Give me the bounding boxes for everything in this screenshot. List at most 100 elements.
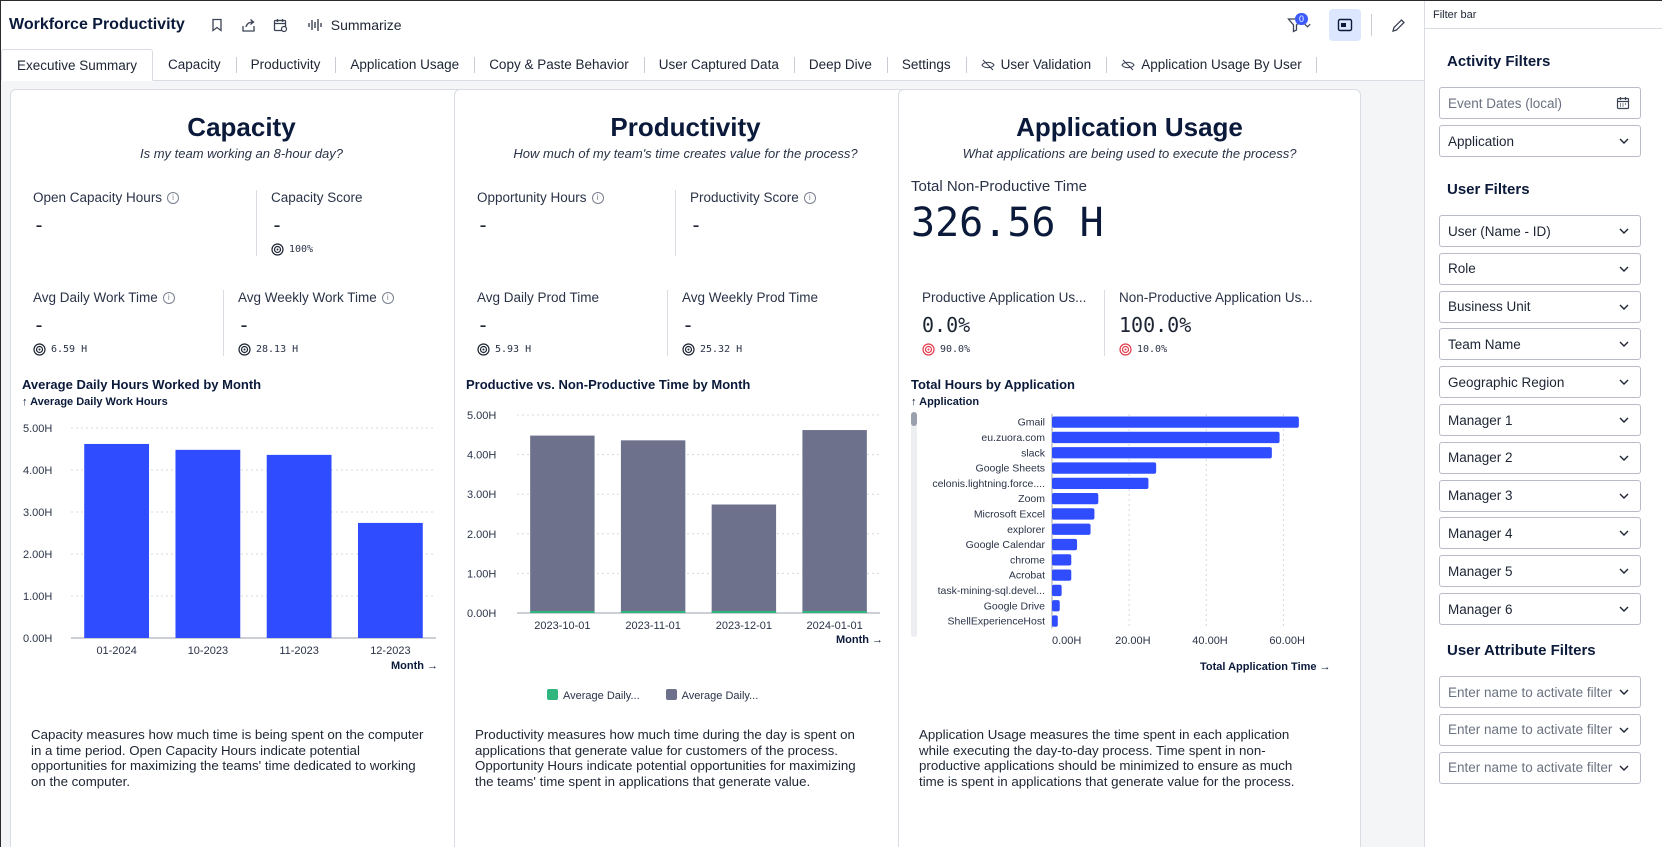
chart-bar[interactable] <box>357 522 423 638</box>
chart-bar[interactable] <box>530 435 595 613</box>
chart-bar-productive[interactable] <box>620 611 686 613</box>
chart-bar[interactable] <box>1052 569 1072 581</box>
chart-bar[interactable] <box>802 430 867 613</box>
chart-bar-productive[interactable] <box>711 611 777 613</box>
chart-bar[interactable] <box>1052 508 1095 520</box>
chart-bar[interactable] <box>1052 447 1272 459</box>
user-filter-select[interactable]: Geographic Region <box>1439 366 1641 399</box>
metric-label: Productivity Score <box>690 190 799 205</box>
user-filter-select[interactable]: Manager 2 <box>1439 441 1641 474</box>
chart-bar[interactable] <box>1052 615 1058 627</box>
chart-bar[interactable] <box>1052 523 1091 535</box>
chart-bar-productive[interactable] <box>530 611 595 613</box>
user-filter-select[interactable]: Manager 3 <box>1439 479 1641 512</box>
user-filter-select[interactable]: Business Unit <box>1439 290 1641 323</box>
tab-label: Settings <box>901 57 951 72</box>
y-axis-caption[interactable]: ↑ Application <box>911 396 980 408</box>
chart-scrollbar[interactable] <box>911 412 917 637</box>
chart-bar[interactable] <box>266 454 332 638</box>
select-value: Geographic Region <box>1448 374 1565 390</box>
target-icon <box>1119 343 1132 356</box>
chart-bar[interactable] <box>175 449 241 638</box>
tab-user-validation[interactable]: User Validation <box>965 49 1107 80</box>
user-filter-select[interactable]: Manager 5 <box>1439 555 1641 588</box>
application-select[interactable]: Application <box>1439 125 1641 157</box>
chevron-down-icon <box>1619 689 1629 695</box>
select-value: Enter name to activate filter <box>1448 684 1613 700</box>
metric-value: 0.0% <box>922 313 971 337</box>
chart-bar[interactable] <box>620 440 686 613</box>
metric-value: - <box>238 313 251 337</box>
chart-bar[interactable] <box>1052 493 1099 505</box>
x-axis-link[interactable]: Month → <box>836 634 884 646</box>
panel-icon <box>1337 18 1353 32</box>
metric-label: Avg Daily Prod Time <box>477 290 600 305</box>
chevron-down-icon <box>1619 417 1629 423</box>
legend-item-nonproductive[interactable]: Average Daily... <box>665 689 759 702</box>
attribute-filter-select[interactable]: Enter name to activate filter <box>1439 676 1641 708</box>
info-icon[interactable]: i <box>381 291 394 304</box>
summarize-button[interactable]: Summarize <box>307 17 402 33</box>
activity-filters-title: Activity Filters <box>1447 53 1551 70</box>
user-filter-select[interactable]: User (Name - ID) <box>1439 215 1641 247</box>
y-tick-label: celonis.lightning.force.... <box>932 478 1045 490</box>
target-value: 90.0% <box>940 344 971 355</box>
chevron-down-icon <box>1619 379 1629 386</box>
tab-application-usage[interactable]: Application Usage <box>335 49 474 80</box>
attribute-filter-select[interactable]: Enter name to activate filter <box>1439 713 1641 746</box>
tab-copy-paste[interactable]: Copy & Paste Behavior <box>474 49 644 80</box>
scrollbar-thumb[interactable] <box>911 412 917 426</box>
chart-bar[interactable] <box>1052 477 1149 489</box>
info-icon[interactable]: i <box>162 291 175 304</box>
filter-panel-button[interactable] <box>1329 9 1361 41</box>
event-dates-input[interactable]: Event Dates (local) <box>1439 87 1641 119</box>
capacity-bar-chart: 0.00H 1.00H 2.00H 3.00H 4.00H 5.00H 01-2024 10-… <box>23 423 436 657</box>
chart-bar[interactable] <box>1052 416 1299 428</box>
total-np-label: Total Non-Productive Time <box>911 178 1087 195</box>
x-axis-link[interactable]: Total Application Time → <box>1200 661 1331 673</box>
chart-bar[interactable] <box>1052 600 1060 612</box>
user-filter-select[interactable]: Manager 6 <box>1439 593 1641 625</box>
y-tick-label: 2.00H <box>23 549 52 561</box>
tab-executive-summary[interactable]: Executive Summary <box>1 49 154 81</box>
x-tick-label: 01-2024 <box>96 645 136 657</box>
target-icon <box>477 343 490 356</box>
y-tick-label: 3.00H <box>467 489 496 501</box>
chart-bar[interactable] <box>1052 554 1072 566</box>
x-axis-link[interactable]: Month → <box>391 660 439 672</box>
attribute-filter-select[interactable]: Enter name to activate filter <box>1439 751 1641 784</box>
tab-productivity[interactable]: Productivity <box>235 49 336 80</box>
edit-button[interactable] <box>1382 9 1414 41</box>
legend-item-productive[interactable]: Average Daily... <box>547 689 640 702</box>
share-icon[interactable] <box>235 11 263 39</box>
calendar-settings-icon[interactable] <box>267 11 295 39</box>
tab-settings[interactable]: Settings <box>886 49 966 80</box>
user-filter-select[interactable]: Manager 4 <box>1439 517 1641 550</box>
select-value: Enter name to activate filter <box>1448 760 1613 776</box>
info-icon[interactable]: i <box>803 191 816 204</box>
user-filter-select[interactable]: Role <box>1439 252 1641 285</box>
info-icon[interactable]: i <box>167 191 180 204</box>
chart-bar[interactable] <box>1052 538 1078 551</box>
chart-bar-productive[interactable] <box>802 611 867 613</box>
chart-bar[interactable] <box>711 504 777 613</box>
user-filter-select[interactable]: Manager 1 <box>1439 404 1641 436</box>
user-filter-select[interactable]: Team Name <box>1439 328 1641 361</box>
metric-divider <box>1104 290 1105 356</box>
opportunity-hours-metric: Opportunity Hours i - <box>477 190 604 237</box>
filter-toggle-button[interactable]: 0 <box>1279 9 1319 41</box>
select-value: User (Name - ID) <box>1448 223 1551 239</box>
tab-application-usage-by-user[interactable]: Application Usage By User <box>1106 49 1317 80</box>
chart-bar[interactable] <box>1052 431 1280 444</box>
chart-bar[interactable] <box>1052 584 1062 597</box>
bookmark-icon[interactable] <box>203 11 231 39</box>
tab-capacity[interactable]: Capacity <box>153 49 236 80</box>
info-icon[interactable]: i <box>591 191 604 204</box>
tab-user-captured-data[interactable]: User Captured Data <box>643 49 794 80</box>
chart-bar[interactable] <box>1052 462 1157 474</box>
tab-deep-dive[interactable]: Deep Dive <box>793 49 887 80</box>
legend-label: Average Daily... <box>681 690 759 702</box>
chart-bar[interactable] <box>84 443 150 638</box>
y-axis-caption[interactable]: ↑ Average Daily Work Hours <box>22 396 168 408</box>
